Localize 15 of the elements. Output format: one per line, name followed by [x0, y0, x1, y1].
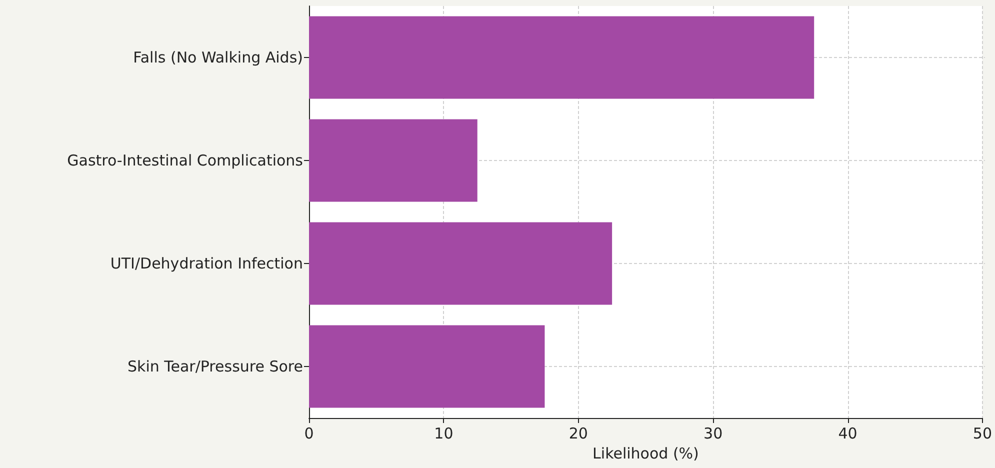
x-tick-label: 10 [434, 424, 454, 442]
bar [309, 119, 478, 202]
y-tick-label: Falls (No Walking Aids) [133, 48, 303, 66]
x-tick-label: 20 [568, 424, 588, 442]
bar [309, 222, 612, 305]
x-tick-label: 50 [972, 424, 992, 442]
y-tick-label: UTI/Dehydration Infection [110, 254, 303, 272]
x-axis-title: Likelihood (%) [592, 444, 699, 462]
bar [309, 325, 545, 408]
x-tick-label: 0 [304, 424, 314, 442]
y-tick-label: Gastro-Intestinal Complications [67, 152, 304, 170]
x-tick-label: 30 [704, 424, 723, 442]
bar [309, 16, 814, 99]
y-tick-label: Skin Tear/Pressure Sore [128, 358, 303, 376]
x-tick-label: 40 [838, 424, 858, 442]
